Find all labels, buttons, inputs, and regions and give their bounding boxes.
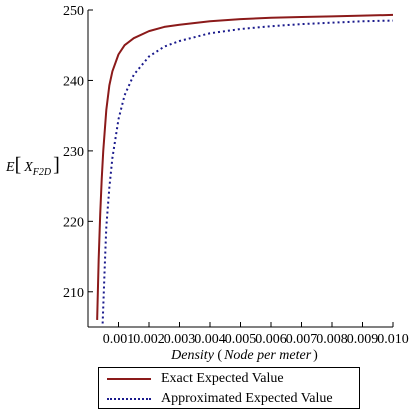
x-tick-label: 0.006: [255, 332, 287, 347]
x-axis-title: Density (Node per meter): [170, 348, 318, 363]
series-line-exact: [96, 13, 394, 320]
legend-item-exact: Exact Expected Value: [99, 369, 284, 389]
plot-area: [87, 9, 394, 328]
x-tick-label: 0.002: [133, 332, 165, 347]
legend-item-approximated: Approximated Expected Value: [99, 389, 333, 409]
legend-label-approximated: Approximated Expected Value: [161, 391, 333, 406]
x-tick-label: 0.007: [286, 332, 318, 347]
y-tick-label: 230: [63, 145, 84, 160]
x-tick-label: 0.001: [103, 332, 135, 347]
legend-label-exact: Exact Expected Value: [161, 371, 284, 386]
x-tick-label: 0.009: [347, 332, 379, 347]
y-tick-label: 250: [63, 4, 84, 19]
x-tick-label: 0.003: [164, 332, 196, 347]
legend: Exact Expected Value Approximated Expect…: [98, 367, 360, 409]
legend-swatch-approximated: [107, 398, 151, 400]
y-tick-labels: 210 220 230 240 250: [63, 4, 84, 301]
y-tick-label: 210: [63, 286, 84, 301]
x-tick-label: 0.005: [225, 332, 257, 347]
series-line-approximated: [101, 19, 394, 324]
y-tick-label: 240: [63, 74, 84, 89]
y-axis-title: E[XF2D]: [5, 154, 60, 178]
series-group: [96, 13, 394, 324]
legend-swatch-exact: [107, 378, 151, 380]
y-tick-label: 220: [63, 215, 84, 230]
x-tick-labels: 0.001 0.002 0.003 0.004 0.005 0.006 0.007 0.008…: [103, 332, 409, 347]
x-tick-label: 0.004: [194, 332, 226, 347]
x-tick-label: 0.010: [377, 332, 409, 347]
x-tick-label: 0.008: [316, 332, 348, 347]
